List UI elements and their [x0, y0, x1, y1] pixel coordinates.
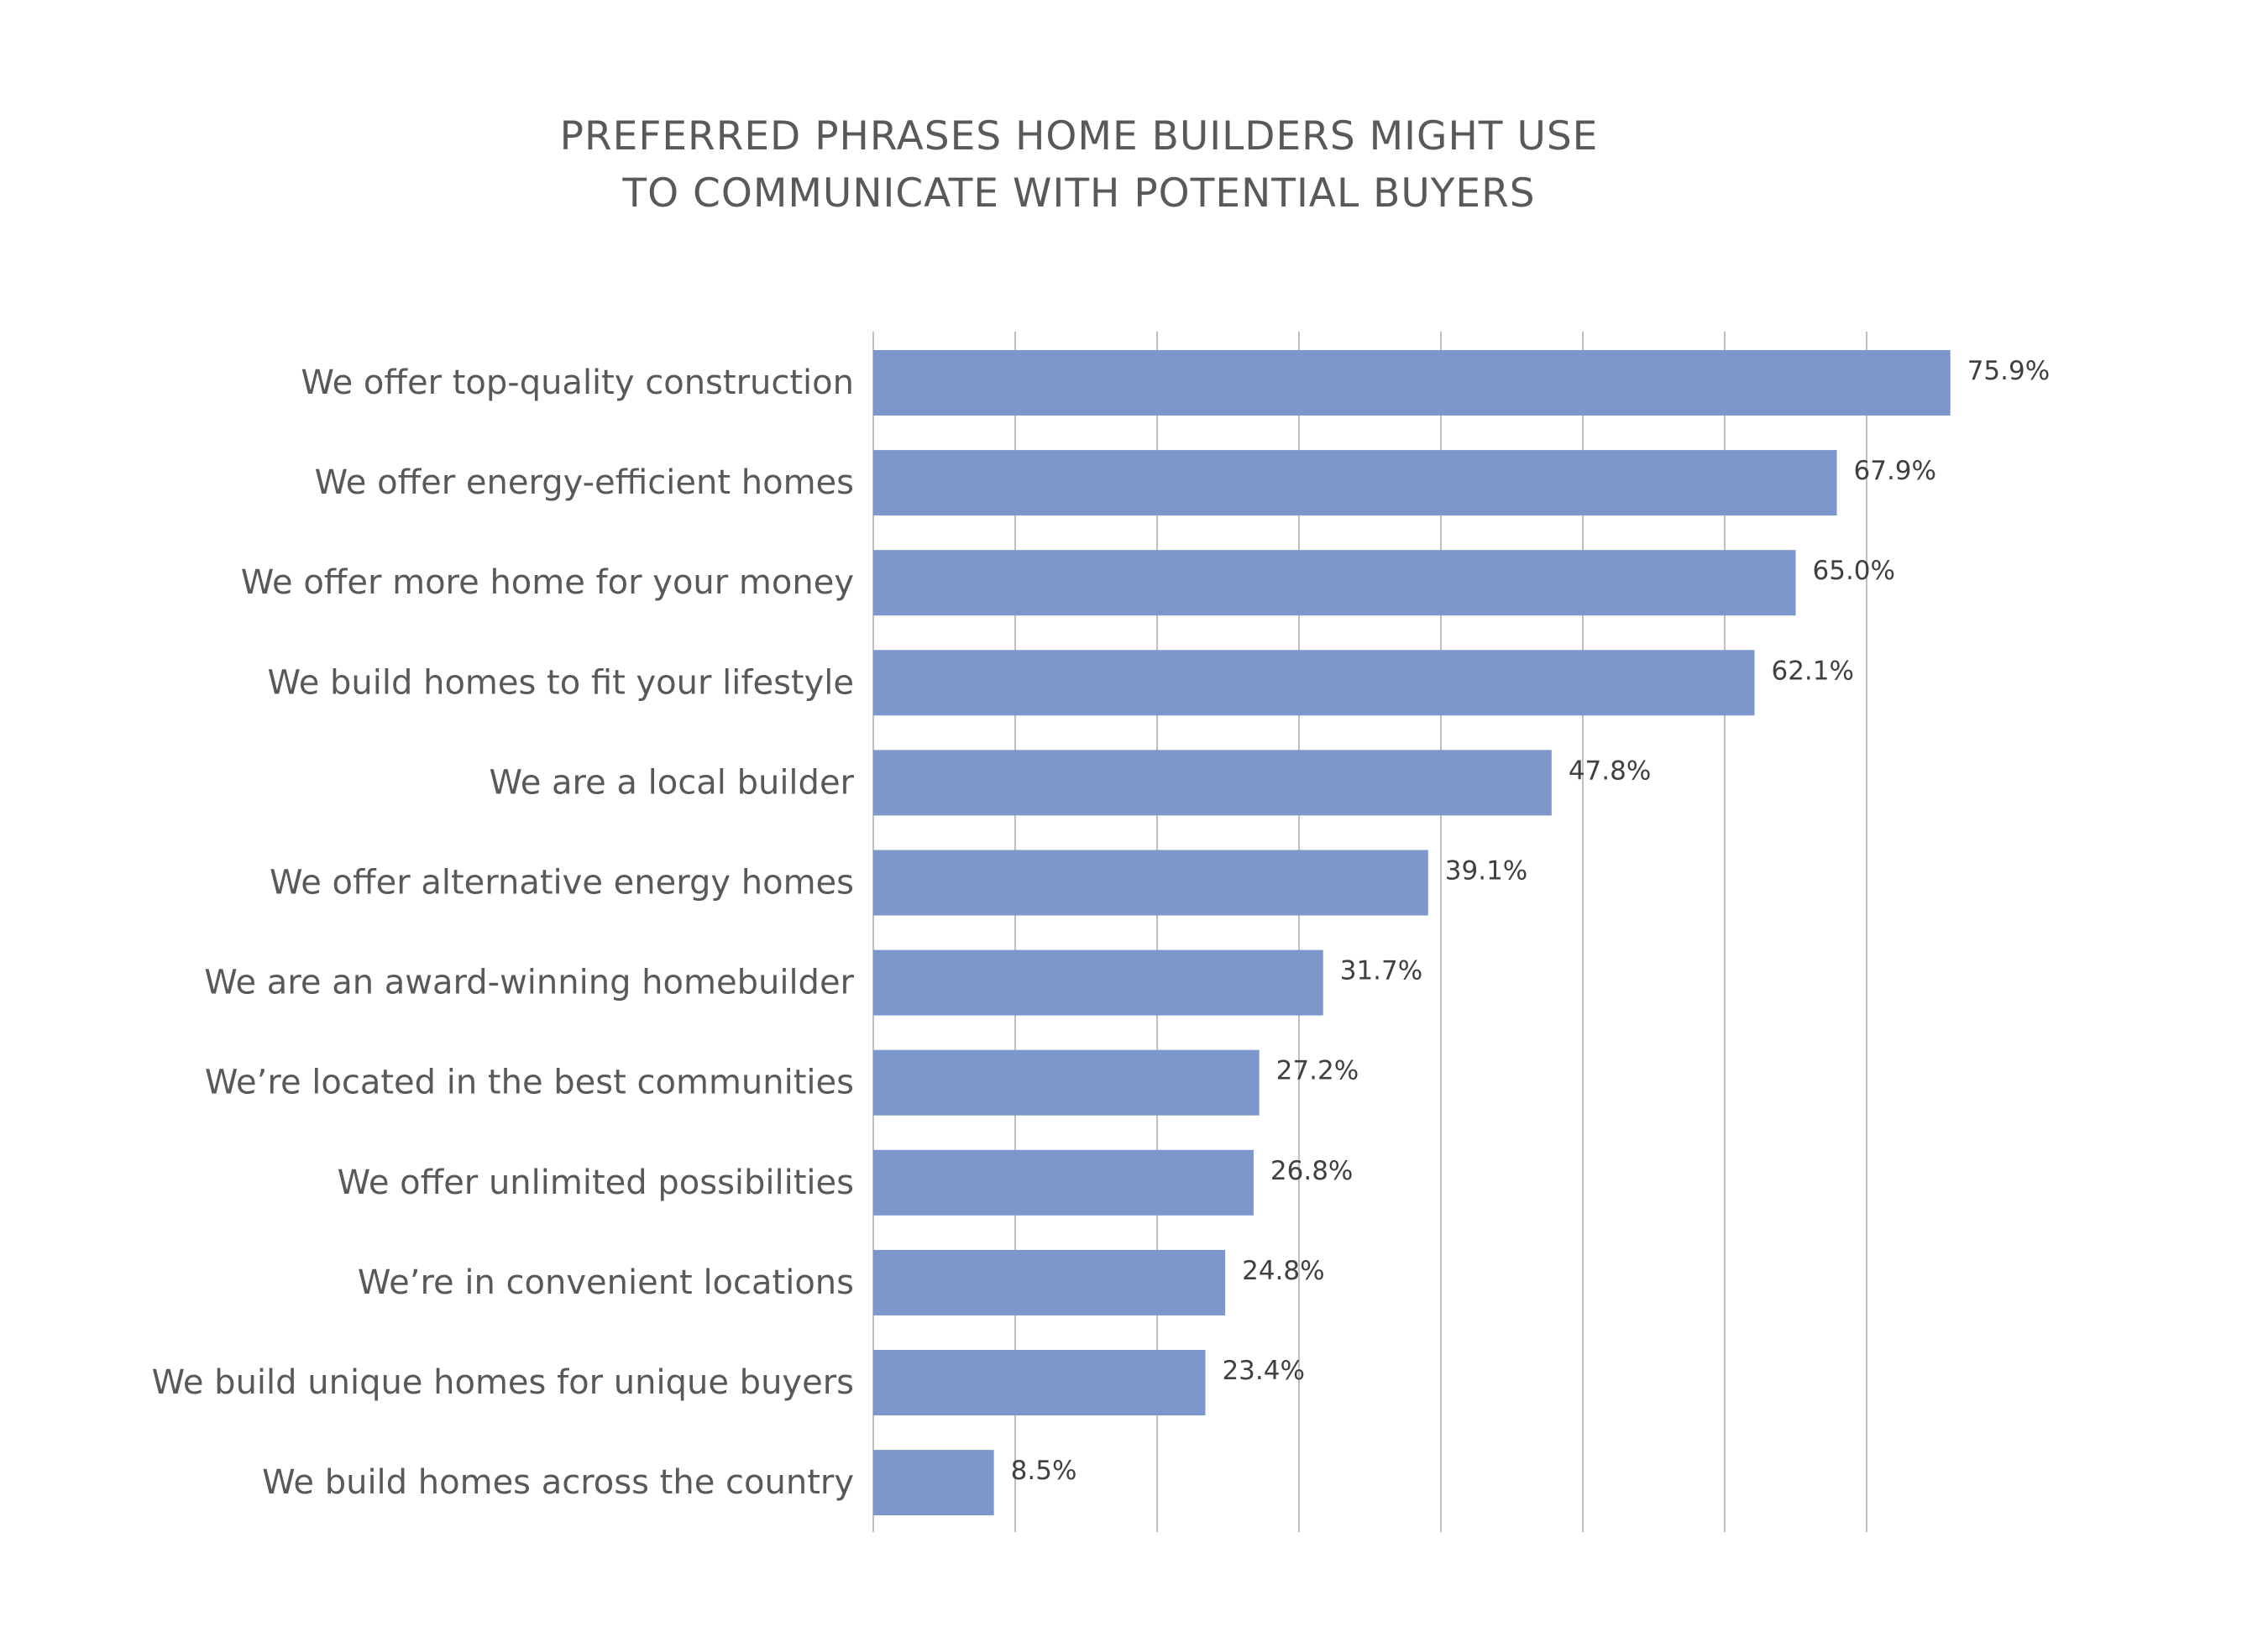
data-labels: 75.9% 67.9% 65.0% 62.1% 47.8% 39.1% 31.7% 27.2%…	[1011, 356, 2051, 1486]
data-label: 62.1%	[1771, 656, 1853, 686]
data-label: 24.8%	[1242, 1256, 1324, 1286]
bar	[873, 949, 1323, 1016]
chart-title-line-2: TO COMMUNICATE WITH POTENTIAL BUYERS	[621, 170, 1535, 217]
category-label: We are a local builder	[490, 763, 855, 802]
category-label: We build homes to fit your lifestyle	[267, 663, 854, 702]
category-labels: We offer top-quality construction We offe…	[152, 363, 855, 1502]
data-label: 26.8%	[1270, 1156, 1353, 1186]
data-label: 31.7%	[1340, 956, 1422, 986]
bar	[873, 1249, 1226, 1315]
bar	[873, 550, 1796, 616]
data-label: 39.1%	[1445, 856, 1527, 886]
bar	[873, 450, 1837, 516]
category-label: We’re located in the best communities	[205, 1064, 854, 1102]
bar	[873, 750, 1552, 816]
data-label: 67.9%	[1854, 456, 1936, 486]
bar	[873, 350, 1951, 416]
category-label: We offer top-quality construction	[301, 363, 854, 402]
category-label: We build unique homes for unique buyers	[152, 1363, 854, 1402]
category-label: We offer alternative energy homes	[270, 864, 854, 902]
bar	[873, 1149, 1254, 1216]
bars	[873, 350, 1951, 1516]
bar	[873, 1450, 994, 1516]
data-label: 65.0%	[1813, 556, 1895, 586]
data-label: 27.2%	[1276, 1056, 1359, 1086]
bar	[873, 850, 1428, 916]
data-label: 8.5%	[1011, 1456, 1077, 1486]
data-label: 23.4%	[1222, 1356, 1304, 1386]
gridlines	[872, 332, 1867, 1532]
data-label: 47.8%	[1569, 756, 1651, 786]
category-label: We offer unlimited possibilities	[338, 1164, 854, 1202]
category-label: We’re in convenient locations	[358, 1263, 854, 1302]
data-label: 75.9%	[1967, 356, 2050, 386]
bar	[873, 650, 1755, 716]
bar	[873, 1049, 1260, 1116]
bar	[873, 1350, 1206, 1415]
category-label: We are an award-winning homebuilder	[204, 964, 854, 1002]
category-label: We build homes across the country	[262, 1463, 854, 1502]
chart-title-line-1: PREFERRED PHRASES HOME BUILDERS MIGHT US…	[560, 113, 1599, 160]
category-label: We offer more home for your money	[241, 563, 854, 602]
category-label: We offer energy-efficient homes	[315, 463, 854, 502]
